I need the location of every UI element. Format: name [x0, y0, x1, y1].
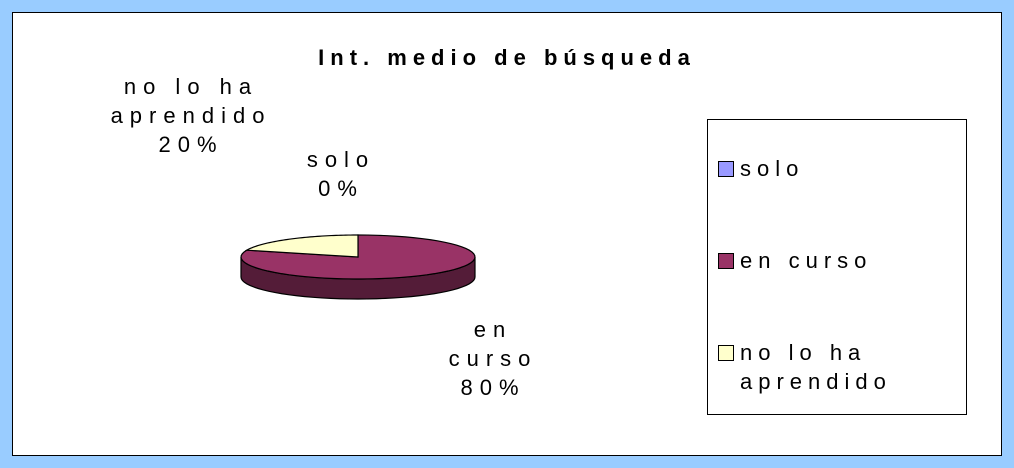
legend-label: solo [740, 156, 805, 181]
data-label-value: 20% [158, 132, 224, 157]
chart-title: Int. medio de búsqueda [318, 45, 696, 70]
legend-item: en curso [718, 246, 958, 306]
data-label-value: 0% [318, 176, 364, 201]
legend: solo en curso no lo ha aprendido [707, 119, 967, 415]
legend-item: solo [718, 154, 958, 214]
data-label: no lo ha aprendido 20% [101, 72, 281, 159]
data-label-name: solo [306, 147, 376, 172]
legend-swatch [718, 345, 734, 361]
data-label-value: 80% [460, 375, 526, 400]
data-label-name: no lo ha aprendido [110, 74, 272, 128]
legend-swatch [718, 253, 734, 269]
data-label: en curso 80% [433, 315, 553, 402]
legend-label: no lo ha aprendido [740, 340, 892, 394]
legend-item: no lo ha aprendido [718, 338, 958, 398]
pie-area [240, 234, 476, 300]
chart-frame: Int. medio de búsqueda solo en curso no lo… [12, 12, 1002, 456]
legend-label: en curso [740, 248, 873, 273]
data-label-name: en curso [448, 317, 538, 371]
data-label: solo 0% [291, 145, 391, 203]
pie-slice [244, 234, 359, 258]
legend-swatch [718, 161, 734, 177]
